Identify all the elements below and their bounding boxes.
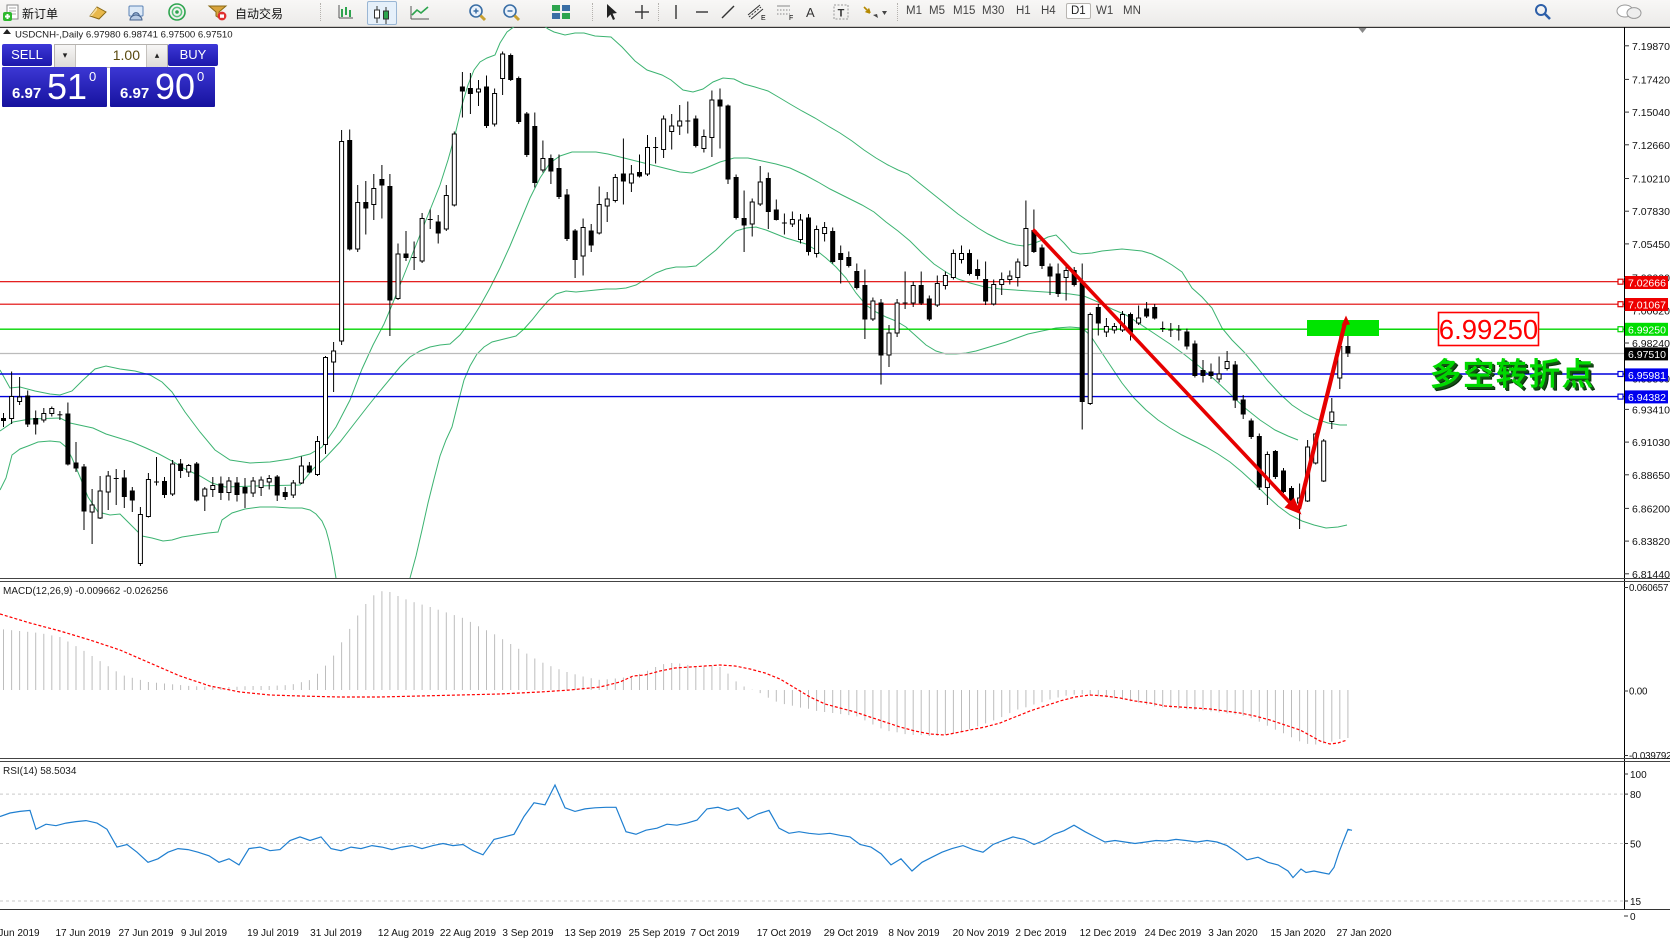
svg-text:6.81440: 6.81440 xyxy=(1632,569,1670,581)
svg-text:7.17420: 7.17420 xyxy=(1632,74,1670,86)
svg-text:13 Sep 2019: 13 Sep 2019 xyxy=(565,928,622,939)
svg-text:6.94382: 6.94382 xyxy=(1628,392,1666,404)
svg-text:T: T xyxy=(838,7,845,19)
svg-text:12 Aug 2019: 12 Aug 2019 xyxy=(378,928,435,939)
svg-text:15: 15 xyxy=(1630,897,1642,908)
svg-text:E: E xyxy=(761,15,766,21)
svg-text:Jun 2019: Jun 2019 xyxy=(0,928,40,939)
svg-text:24 Dec 2019: 24 Dec 2019 xyxy=(1145,928,1202,939)
svg-text:6.99250: 6.99250 xyxy=(1439,314,1538,345)
svg-text:-0.039792: -0.039792 xyxy=(1629,751,1670,762)
svg-text:6.88650: 6.88650 xyxy=(1632,470,1670,482)
svg-text:31 Jul 2019: 31 Jul 2019 xyxy=(310,928,362,939)
svg-text:F: F xyxy=(789,15,793,21)
svg-text:8 Nov 2019: 8 Nov 2019 xyxy=(888,928,940,939)
svg-text:0.060657: 0.060657 xyxy=(1629,583,1668,594)
svg-text:USDCNH-,Daily 6.97980 6.98741: USDCNH-,Daily 6.97980 6.98741 6.97500 6.… xyxy=(15,30,233,41)
svg-text:27 Jan 2020: 27 Jan 2020 xyxy=(1336,928,1391,939)
svg-text:17 Jun 2019: 17 Jun 2019 xyxy=(55,928,110,939)
svg-text:3 Sep 2019: 3 Sep 2019 xyxy=(502,928,554,939)
svg-text:7.15040: 7.15040 xyxy=(1632,107,1670,119)
svg-text:50: 50 xyxy=(1630,839,1642,850)
svg-text:0.00: 0.00 xyxy=(1629,687,1648,698)
svg-text:29 Oct 2019: 29 Oct 2019 xyxy=(824,928,879,939)
svg-text:15 Jan 2020: 15 Jan 2020 xyxy=(1270,928,1325,939)
svg-text:27 Jun 2019: 27 Jun 2019 xyxy=(118,928,173,939)
svg-text:17 Oct 2019: 17 Oct 2019 xyxy=(757,928,812,939)
svg-text:7 Oct 2019: 7 Oct 2019 xyxy=(691,928,740,939)
svg-text:19 Jul 2019: 19 Jul 2019 xyxy=(247,928,299,939)
svg-text:多空转折点: 多空转折点 xyxy=(1430,357,1593,392)
svg-text:6.99250: 6.99250 xyxy=(1628,325,1666,337)
svg-text:20 Nov 2019: 20 Nov 2019 xyxy=(953,928,1010,939)
svg-text:6.86200: 6.86200 xyxy=(1632,503,1670,515)
svg-text:0: 0 xyxy=(1630,912,1636,923)
svg-text:6.95981: 6.95981 xyxy=(1628,370,1666,382)
svg-text:6.98240: 6.98240 xyxy=(1632,338,1670,350)
svg-text:7.01067: 7.01067 xyxy=(1628,300,1666,312)
svg-text:12 Dec 2019: 12 Dec 2019 xyxy=(1080,928,1137,939)
svg-text:7.10210: 7.10210 xyxy=(1632,174,1670,186)
svg-text:MACD(12,26,9) -0.009662 -0.026: MACD(12,26,9) -0.009662 -0.026256 xyxy=(3,586,169,597)
svg-text:80: 80 xyxy=(1630,790,1642,801)
svg-text:3 Jan 2020: 3 Jan 2020 xyxy=(1208,928,1258,939)
svg-text:6.91030: 6.91030 xyxy=(1632,437,1670,449)
svg-text:100: 100 xyxy=(1630,770,1647,781)
svg-text:7.12660: 7.12660 xyxy=(1632,140,1670,152)
svg-text:6.97510: 6.97510 xyxy=(1628,349,1666,361)
svg-text:7.19870: 7.19870 xyxy=(1632,41,1670,53)
svg-text:25 Sep 2019: 25 Sep 2019 xyxy=(629,928,686,939)
svg-text:6.93410: 6.93410 xyxy=(1632,404,1670,416)
svg-text:7.05450: 7.05450 xyxy=(1632,239,1670,251)
svg-text:6.83820: 6.83820 xyxy=(1632,536,1670,548)
svg-text:2 Dec 2019: 2 Dec 2019 xyxy=(1015,928,1067,939)
svg-text:9 Jul 2019: 9 Jul 2019 xyxy=(181,928,228,939)
svg-text:7.07830: 7.07830 xyxy=(1632,206,1670,218)
svg-text:7.02666: 7.02666 xyxy=(1628,278,1666,290)
svg-text:RSI(14) 58.5034: RSI(14) 58.5034 xyxy=(3,766,77,777)
svg-text:22 Aug 2019: 22 Aug 2019 xyxy=(440,928,497,939)
